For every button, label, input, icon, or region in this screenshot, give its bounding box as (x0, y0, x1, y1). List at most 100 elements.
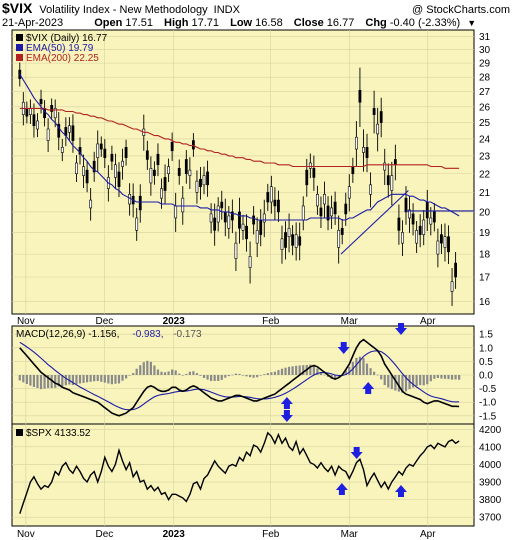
candle-body (82, 166, 85, 176)
macd-histogram-bar (284, 367, 287, 375)
candle-body (447, 236, 450, 253)
macd-histogram-bar (103, 375, 106, 383)
candle-body (401, 232, 404, 244)
candle-body (160, 188, 163, 199)
spx-month-label: Feb (262, 529, 280, 540)
ema50-line (19, 74, 460, 221)
exchange-name: INDX (213, 4, 240, 16)
spx-month-label: Dec (96, 529, 114, 540)
price-y-tick-label: 24 (479, 134, 491, 145)
macd-histogram-bar (199, 375, 202, 376)
candle-body (245, 225, 248, 240)
candle-body (266, 192, 270, 203)
price-month-label: Dec (96, 316, 114, 327)
date-label: 21-Apr-2023 (2, 17, 64, 29)
macd-histogram-bar (273, 371, 276, 375)
open-value: 17.51 (125, 17, 153, 29)
ticker-symbol: $VIX (2, 0, 33, 16)
candle-body (284, 232, 287, 248)
ema200-line (19, 107, 460, 169)
price-y-tick-label: 18 (479, 250, 491, 261)
candle-body (404, 197, 408, 213)
macd-histogram-bar (241, 375, 245, 376)
candle-body (386, 175, 390, 186)
ohlc-bar: 21-Apr-2023 Open 17.51 High 17.71 Low 16… (2, 17, 476, 29)
price-panel (11, 29, 475, 315)
candle-body (280, 238, 284, 250)
macd-histogram-bar (411, 375, 415, 388)
macd-histogram-bar (54, 375, 57, 388)
candle-body (411, 213, 415, 225)
candle-body (138, 195, 142, 211)
macd-histogram-bar (433, 375, 436, 379)
candle-body (358, 89, 362, 103)
macd-histogram-bar (220, 375, 223, 380)
candle-body (432, 211, 436, 223)
down-arrow-icon (337, 342, 350, 354)
candle-body (191, 140, 195, 150)
macd-histogram-bar (337, 375, 340, 378)
price-y-tick-label: 31 (479, 32, 491, 43)
close-value: 16.77 (326, 17, 355, 29)
macd-histogram-bar (380, 375, 383, 380)
price-y-tick-label: 25 (479, 118, 491, 129)
up-arrow-icon (335, 483, 348, 495)
macd-y-tick-label: -1.5 (479, 411, 497, 422)
candle-body (121, 160, 124, 167)
macd-histogram-bar (362, 358, 365, 375)
macd-histogram-bar (224, 375, 227, 378)
spx-series (19, 431, 460, 514)
macd-histogram-bar (61, 375, 64, 387)
macd-histogram-bar (245, 375, 248, 377)
macd-histogram-bar (365, 363, 369, 375)
high-value: 17.71 (191, 17, 220, 29)
price-month-label: Feb (262, 316, 280, 327)
macd-line (19, 338, 460, 417)
candle-body (379, 111, 383, 123)
candle-body (177, 168, 181, 176)
macd-histogram-bar (263, 374, 266, 375)
support-trendline (340, 190, 409, 255)
macd-histogram-bar (429, 375, 432, 382)
macd-histogram-bar (100, 375, 103, 382)
candle-body (454, 262, 457, 278)
open-label: Open (94, 17, 123, 29)
macd-histogram-bar (419, 375, 422, 386)
candle-body (99, 143, 103, 150)
index-name: Volatility Index - New Methodology (39, 4, 208, 16)
dropdown-icon[interactable]: ▼ (467, 18, 477, 28)
candle-body (362, 147, 365, 153)
up-arrow-icon (280, 397, 293, 409)
macd-y-tick-label: -0.5 (479, 384, 497, 395)
candle-body (443, 236, 447, 248)
candle-body (333, 201, 337, 215)
macd-histogram-bar (178, 373, 181, 375)
price-y-tick-label: 21 (479, 188, 491, 199)
chg-value: -0.40 (-2.33%) (389, 17, 461, 29)
candle-body (117, 171, 121, 188)
candle-body (29, 108, 32, 115)
candle-body (305, 169, 309, 186)
up-arrow-icon (362, 382, 375, 394)
spx-y-tick-label: 4100 (479, 442, 502, 453)
candle-body (156, 153, 160, 166)
macd-histogram-bar (124, 375, 128, 379)
macd-histogram-bar (454, 375, 457, 380)
macd-histogram-bar (358, 356, 362, 375)
macd-histogram-bar (450, 375, 454, 380)
candle-body (163, 177, 167, 191)
macd-histogram-bar (174, 370, 177, 375)
candle-body (181, 197, 185, 213)
macd-histogram-bar (415, 375, 418, 387)
candle-body (301, 205, 305, 221)
macd-legend-entry: -0.173 (173, 329, 202, 340)
macd-histogram-bar (447, 375, 450, 380)
candle-body (124, 147, 128, 158)
price-y-tick-label: 22 (479, 169, 491, 180)
candle-body (199, 178, 202, 188)
high-label: High (164, 17, 189, 29)
macd-histogram-bar (213, 375, 216, 381)
annotation-arrows (280, 323, 408, 497)
macd-histogram-bar (96, 375, 99, 381)
